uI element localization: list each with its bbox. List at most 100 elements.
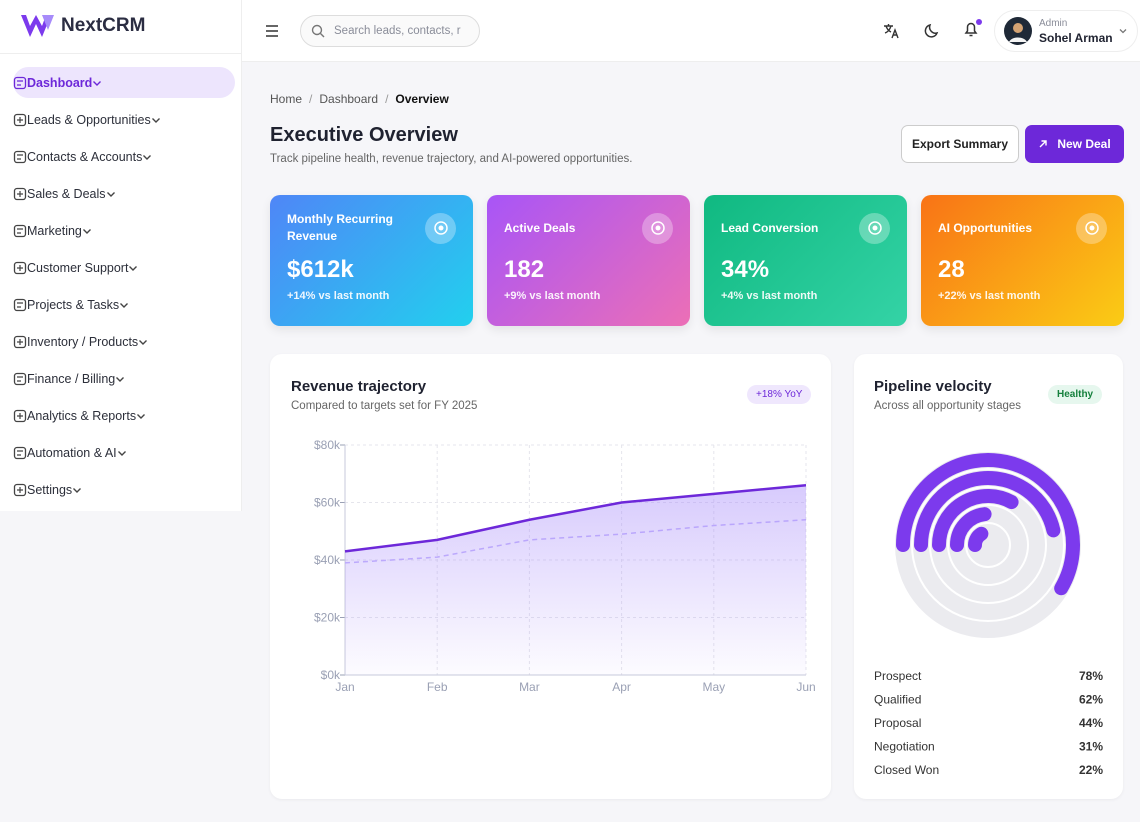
chevron-shape: [82, 228, 91, 234]
track-ring: [893, 450, 1083, 640]
new-deal-button[interactable]: New Deal: [1025, 125, 1124, 163]
divider: [0, 53, 242, 54]
nav-item[interactable]: Analytics & Reports: [13, 400, 235, 431]
icon-shape: [13, 76, 27, 89]
kpi-change: +14% vs last month: [287, 290, 390, 302]
legend-label: Closed Won: [874, 763, 939, 777]
icon-shape: [17, 190, 23, 197]
separator: /: [385, 92, 389, 106]
notifications-button[interactable]: [961, 18, 983, 40]
nav-label: Inventory / Products: [27, 334, 139, 349]
nav-icon: [13, 150, 27, 163]
radial-bar: [950, 507, 992, 552]
nav-icon: [13, 187, 27, 200]
x-tick-label: Mar: [519, 680, 540, 694]
breadcrumb: Home / Dashboard / Overview: [270, 92, 449, 106]
chevron: [1119, 29, 1127, 34]
breadcrumb-item[interactable]: Dashboard: [319, 92, 379, 106]
kpi-card: AI Opportunities 28 +22% vs last month: [921, 195, 1124, 326]
pipeline-card: Pipeline velocity Across all opportunity…: [854, 354, 1123, 799]
icon-shape: [13, 187, 27, 200]
search-box[interactable]: Search leads, contacts, r: [300, 15, 480, 47]
chevron-shape: [129, 265, 138, 271]
nav-label: Settings: [27, 482, 73, 497]
nav-label: Finance / Billing: [27, 371, 116, 386]
theme-toggle[interactable]: [923, 22, 941, 40]
kpi-card: Monthly Recurring Revenue $612k +14% vs la…: [270, 195, 473, 326]
kpi-change: +9% vs last month: [504, 290, 601, 302]
icon-shape: [17, 449, 23, 456]
y-tick-label: $40k: [314, 553, 341, 567]
sidebar: NextCRM Dashboard Leads & Opportunities Co…: [0, 0, 242, 511]
icon-shape: [13, 113, 27, 126]
card-title: Pipeline velocity: [874, 378, 992, 395]
nav-item[interactable]: Dashboard: [13, 67, 235, 98]
kpi-label: Lead Conversion: [721, 220, 819, 235]
icon-shape: [17, 412, 23, 419]
icon-shape: [13, 150, 27, 163]
kpi-header: Active Deals: [504, 211, 673, 245]
track-ring: [929, 486, 1047, 604]
icon-shape: [17, 486, 23, 493]
nav-item[interactable]: Inventory / Products: [13, 326, 235, 357]
kpi-change: +4% vs last month: [721, 290, 818, 302]
icon-shape: [13, 298, 27, 311]
chevron: [106, 191, 115, 197]
breadcrumb-item[interactable]: Home: [270, 92, 303, 106]
nav-icon: [13, 76, 27, 89]
nav-label: Dashboard: [27, 75, 93, 90]
chevron: [117, 450, 126, 456]
user-role: Admin: [1039, 18, 1068, 29]
revenue-card: Revenue trajectory Compared to targets s…: [270, 354, 831, 799]
x-tick-label: May: [702, 680, 725, 694]
chevron-shape: [139, 339, 148, 345]
brand[interactable]: NextCRM: [20, 12, 145, 40]
nav-item[interactable]: Settings: [13, 474, 235, 505]
menu-button[interactable]: [264, 23, 280, 39]
legend-value: 31%: [1079, 740, 1103, 754]
icon-shape: [1084, 221, 1099, 235]
icon-shape: [872, 225, 877, 231]
kpi-icon: [859, 212, 890, 244]
nav-icon: [13, 483, 27, 496]
nav-item[interactable]: Marketing: [13, 215, 235, 246]
kpi-header: Lead Conversion: [721, 211, 890, 245]
icon-shape: [867, 221, 882, 235]
x-tick-label: Jan: [335, 680, 354, 694]
legend-value: 62%: [1079, 693, 1103, 707]
chevron-shape: [137, 413, 146, 419]
export-button[interactable]: Export Summary: [901, 125, 1019, 163]
nav-icon: [13, 372, 27, 385]
chevron: [82, 228, 91, 234]
card-subtitle: Compared to targets set for FY 2025: [291, 400, 478, 412]
chevron: [73, 487, 82, 493]
translate-button[interactable]: [882, 22, 900, 40]
kpi-value: 28: [938, 256, 965, 283]
legend-label: Qualified: [874, 693, 921, 707]
nav-item[interactable]: Contacts & Accounts: [13, 141, 235, 172]
nav-item[interactable]: Customer Support: [13, 252, 235, 283]
radial-bar: [932, 489, 1019, 552]
nav-icon: [13, 409, 27, 422]
kpi-label: Monthly Recurring Revenue: [287, 212, 394, 243]
nav-item[interactable]: Automation & AI: [13, 437, 235, 468]
nav-item[interactable]: Sales & Deals: [13, 178, 235, 209]
user-menu[interactable]: Admin Sohel Arman: [994, 10, 1138, 52]
kpi-value: 182: [504, 256, 545, 283]
page-title: Executive Overview: [270, 124, 458, 146]
chevron-shape: [143, 154, 152, 160]
nav-label: Customer Support: [27, 260, 129, 275]
nav-label: Marketing: [27, 223, 82, 238]
nav-icon: [13, 224, 27, 237]
nav-item[interactable]: Finance / Billing: [13, 363, 235, 394]
nav-item[interactable]: Projects & Tasks: [13, 289, 235, 320]
icon: [433, 221, 448, 235]
icon-shape: [1089, 225, 1094, 231]
nav-item[interactable]: Leads & Opportunities: [13, 104, 235, 135]
nav-icon: [13, 261, 27, 274]
nav-icon: [13, 113, 27, 126]
nav-label: Projects & Tasks: [27, 297, 120, 312]
y-tick-label: $20k: [314, 611, 341, 625]
chevron: [139, 339, 148, 345]
line: [344, 484, 807, 553]
